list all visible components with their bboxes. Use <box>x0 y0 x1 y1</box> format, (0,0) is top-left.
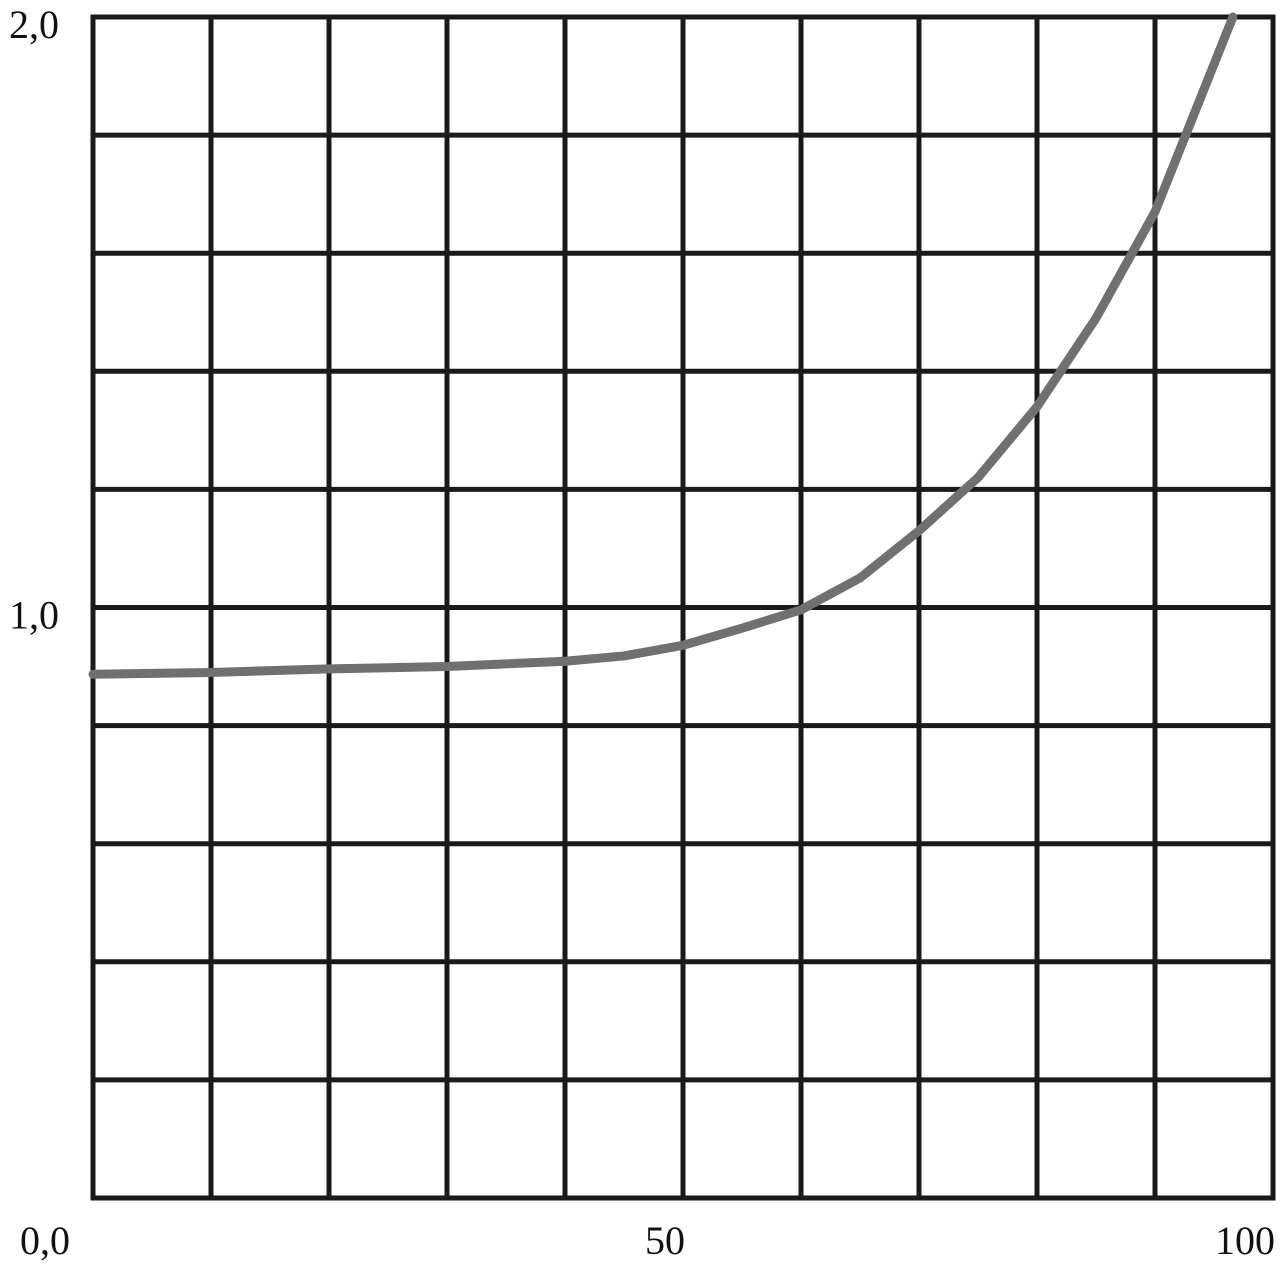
data-line <box>88 12 1238 679</box>
y-tick-label: 2,0 <box>9 2 59 47</box>
x-tick-label: 50 <box>645 1218 685 1263</box>
x-tick-label: 100 <box>1215 1218 1275 1263</box>
y-tick-label: 0,0 <box>20 1218 70 1263</box>
y-tick-label: 1,0 <box>9 593 59 638</box>
